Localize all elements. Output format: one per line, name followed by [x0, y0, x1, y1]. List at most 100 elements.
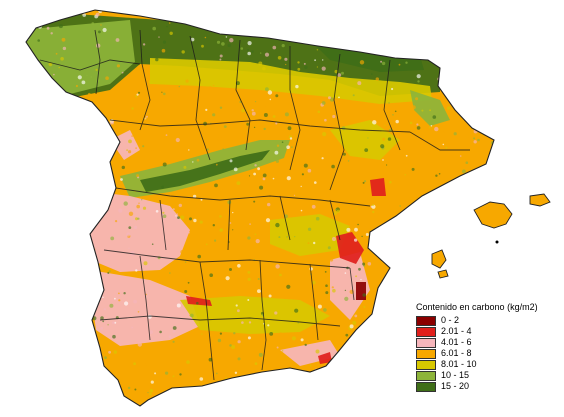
speckle: [232, 229, 234, 231]
speckle: [443, 27, 448, 31]
speckle: [70, 207, 73, 210]
speckle: [58, 66, 60, 69]
speckle: [340, 386, 342, 388]
speckle: [400, 29, 403, 31]
speckle: [241, 108, 246, 113]
speckle: [145, 115, 148, 118]
speckle: [142, 145, 145, 148]
speckle: [251, 111, 256, 116]
speckle: [23, 233, 25, 235]
speckle: [307, 227, 312, 231]
speckle: [309, 364, 312, 367]
speckle: [293, 194, 296, 196]
speckle: [108, 350, 111, 354]
speckle: [110, 121, 114, 125]
speckle: [133, 362, 137, 366]
speckle: [341, 71, 344, 75]
speckle: [275, 222, 280, 228]
speckle: [354, 335, 356, 338]
speckle: [479, 289, 482, 291]
speckle: [264, 52, 270, 57]
speckle: [327, 246, 331, 250]
speckle: [205, 243, 208, 246]
speckle: [136, 204, 140, 209]
speckle: [359, 60, 365, 65]
speckle: [301, 173, 304, 176]
province-boundary: [189, 35, 211, 161]
speckle: [483, 71, 487, 74]
speckle: [32, 174, 34, 176]
speckle: [74, 184, 77, 188]
speckle: [147, 314, 152, 319]
speckle: [469, 75, 472, 78]
speckle: [477, 200, 482, 204]
speckle: [109, 394, 112, 397]
speckle: [181, 50, 185, 54]
speckle: [381, 61, 386, 66]
speckle: [258, 352, 263, 357]
speckle: [427, 21, 429, 24]
speckle: [415, 97, 419, 101]
speckle: [286, 176, 291, 181]
speckle: [480, 252, 483, 255]
speckle: [304, 65, 308, 70]
speckle: [398, 18, 402, 22]
speckle: [19, 134, 22, 137]
speckle: [84, 111, 88, 116]
speckle: [90, 360, 93, 363]
speckle: [265, 180, 269, 184]
speckle: [114, 321, 117, 324]
legend-items: 0 - 2 2.01 - 4 4.01 - 6 6.01 - 8 8.01 - 10 10…: [416, 315, 562, 392]
speckle: [87, 92, 91, 96]
speckle: [464, 34, 466, 36]
speckle: [367, 262, 372, 266]
speckle: [219, 106, 223, 109]
speckle: [466, 396, 469, 399]
speckle: [68, 220, 73, 225]
speckle: [237, 357, 241, 361]
speckle: [442, 143, 445, 146]
speckle: [399, 205, 401, 207]
speckle: [388, 300, 391, 303]
speckle: [398, 14, 403, 19]
speckle: [405, 61, 408, 64]
speckle: [276, 144, 280, 147]
speckle: [404, 292, 408, 296]
speckle: [289, 137, 293, 140]
speckle: [401, 303, 403, 305]
speckle: [364, 32, 368, 37]
speckle: [39, 129, 45, 134]
speckle: [338, 96, 340, 99]
speckle: [211, 249, 215, 253]
speckle: [259, 185, 264, 190]
speckle: [240, 47, 244, 50]
speckle: [86, 290, 89, 292]
speckle: [322, 132, 327, 137]
speckle: [71, 372, 74, 376]
speckle: [23, 135, 25, 137]
speckle: [161, 91, 163, 93]
speckle: [258, 262, 260, 265]
speckle: [433, 284, 436, 288]
speckle: [71, 379, 75, 383]
speckle: [247, 236, 251, 240]
speckle: [161, 185, 165, 189]
speckle: [382, 137, 386, 141]
speckle: [227, 43, 231, 48]
speckle: [212, 224, 215, 227]
province-boundary: [103, 249, 351, 269]
province-boundary: [329, 199, 341, 241]
speckle: [43, 243, 48, 248]
legend-label: 15 - 20: [441, 381, 470, 391]
speckle: [105, 148, 111, 153]
speckle: [450, 213, 453, 217]
speckle: [244, 185, 247, 188]
speckle: [463, 397, 466, 401]
speckle: [281, 395, 284, 399]
speckle: [487, 79, 492, 83]
legend-item: 4.01 - 6: [416, 337, 562, 348]
speckle: [213, 98, 216, 101]
speckle: [275, 159, 279, 163]
speckle: [48, 62, 53, 67]
speckle: [398, 296, 401, 299]
